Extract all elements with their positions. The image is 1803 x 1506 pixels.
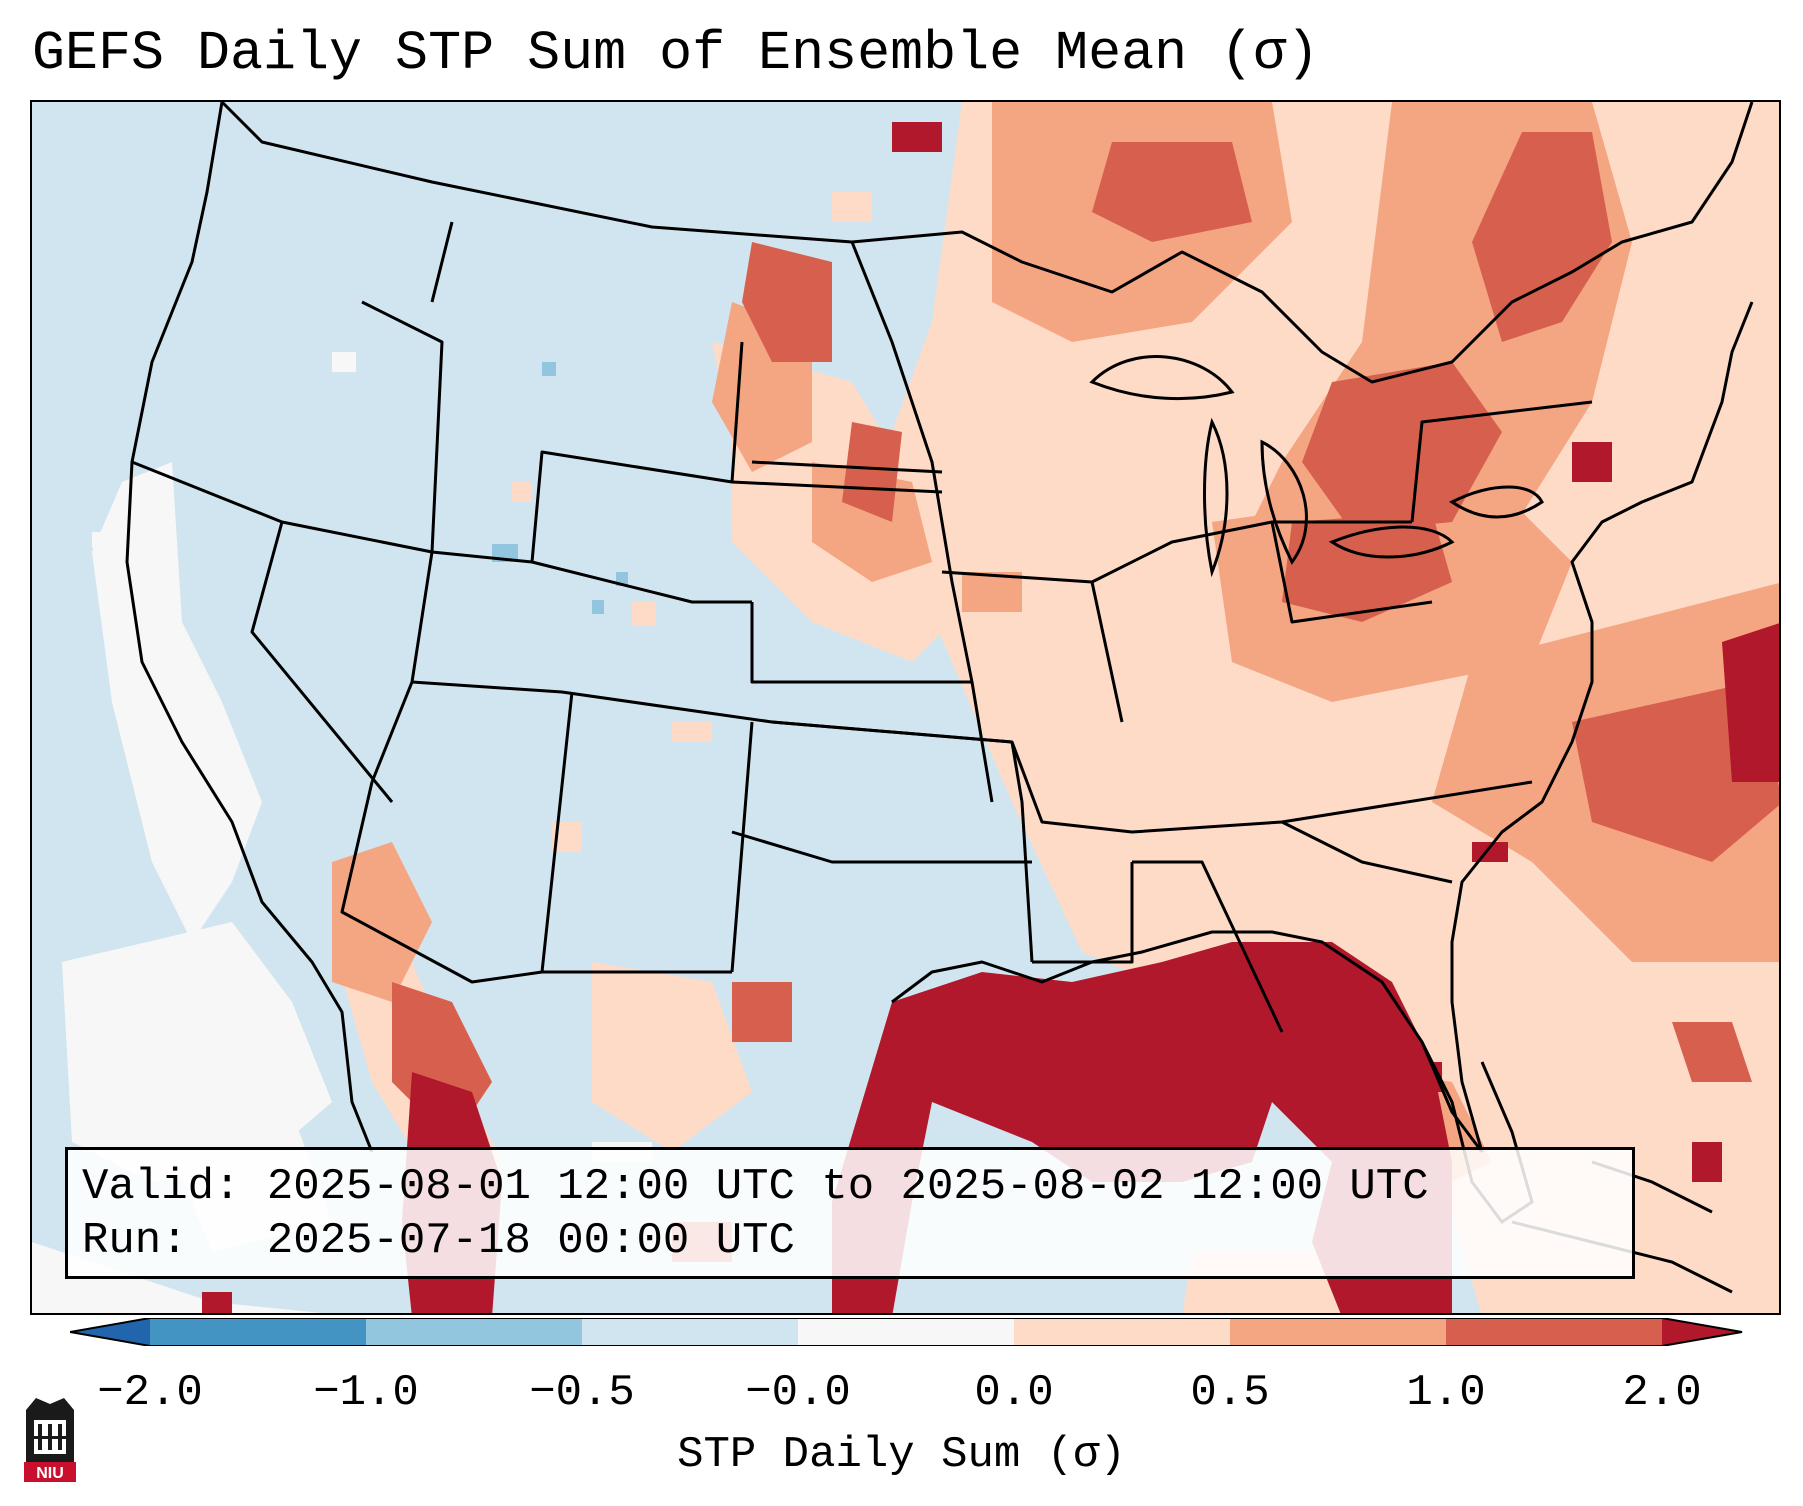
colorbar-label: STP Daily Sum (σ): [677, 1430, 1126, 1480]
colorbar-tick-label: 0.5: [1190, 1368, 1270, 1418]
colorbar-tick-label: −0.5: [529, 1368, 635, 1418]
colorbar-tick-label: 0.0: [974, 1368, 1054, 1418]
colorbar-tick-label: 2.0: [1622, 1368, 1702, 1418]
chart-title: GEFS Daily STP Sum of Ensemble Mean (σ): [32, 22, 1320, 85]
colorbar-tick-label: −2.0: [97, 1368, 203, 1418]
colorbar-bin-3: [582, 1318, 798, 1346]
colorbar-bin-7: [1446, 1318, 1662, 1346]
colorbar-bin-1: [150, 1318, 366, 1346]
stp-anomaly-map: [32, 102, 1779, 1313]
colorbar-under-arrow: [70, 1318, 150, 1346]
colorbar-bin-2: [366, 1318, 582, 1346]
great-lakes: [1089, 355, 1544, 578]
colorbar-bin-4: [798, 1318, 1014, 1346]
colorbar: [70, 1318, 1743, 1346]
colorbar-over-arrow: [1662, 1318, 1742, 1346]
valid-time-line: Valid: 2025-08-01 12:00 UTC to 2025-08-0…: [82, 1162, 1429, 1212]
map-panel: [30, 100, 1781, 1315]
colorbar-tick-label: −0.0: [745, 1368, 851, 1418]
colorbar-bin-5: [1014, 1318, 1230, 1346]
run-time-line: Run: 2025-07-18 00:00 UTC: [82, 1216, 795, 1266]
colorbar-tick-label: −1.0: [313, 1368, 419, 1418]
colorbar-bin-6: [1230, 1318, 1446, 1346]
colorbar-tick-label: 1.0: [1406, 1368, 1486, 1418]
niu-logo: NIU: [24, 1398, 76, 1482]
logo-text: NIU: [36, 1465, 64, 1482]
validity-info-box: Valid: 2025-08-01 12:00 UTC to 2025-08-0…: [65, 1147, 1635, 1279]
